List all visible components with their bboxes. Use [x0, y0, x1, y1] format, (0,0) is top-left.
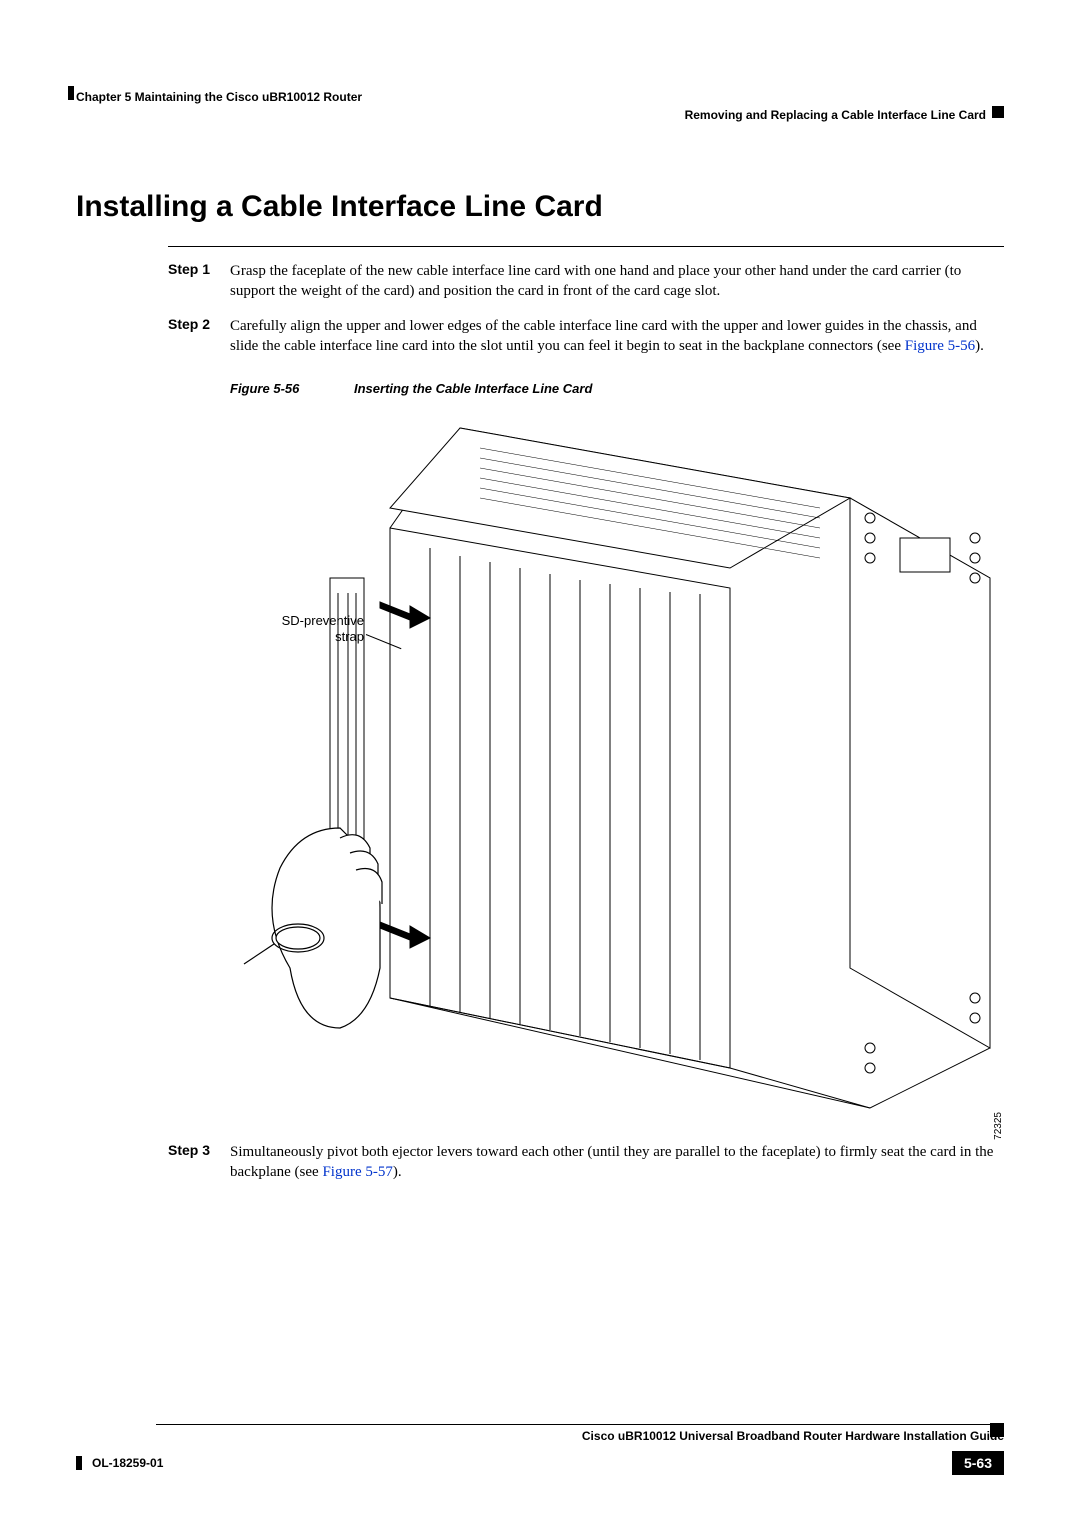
page: Chapter 5 Maintaining the Cisco uBR10012… — [0, 0, 1080, 1527]
figure-side-number: 72325 — [993, 1112, 1004, 1140]
step-label: Step 2 — [168, 316, 230, 357]
footer-guide-title: Cisco uBR10012 Universal Broadband Route… — [76, 1429, 1004, 1443]
step-body: Carefully align the upper and lower edge… — [230, 316, 1004, 357]
section-label: Removing and Replacing a Cable Interface… — [685, 108, 986, 122]
header-square-icon — [992, 106, 1004, 118]
chassis-svg — [230, 408, 1000, 1118]
footer-square-icon — [990, 1423, 1004, 1437]
figure-title: Inserting the Cable Interface Line Card — [354, 381, 592, 396]
step-body: Simultaneously pivot both ejector levers… — [230, 1142, 1004, 1183]
footer-rule — [156, 1424, 1004, 1425]
header-tick-icon — [68, 86, 74, 100]
step-row: Step 3 Simultaneously pivot both ejector… — [168, 1142, 1004, 1183]
figure-illustration: SD-preventive strap 72325 — [230, 408, 1000, 1118]
footer-tick-icon — [76, 1456, 82, 1470]
step-body: Grasp the faceplate of the new cable int… — [230, 261, 1004, 302]
callout-label: SD-preventive strap — [254, 613, 364, 644]
step-text-post: ). — [975, 338, 984, 354]
running-header: Chapter 5 Maintaining the Cisco uBR10012… — [76, 90, 1004, 130]
title-rule — [168, 246, 1004, 247]
page-number-badge: 5-63 — [952, 1451, 1004, 1475]
footer-row: OL-18259-01 5-63 — [76, 1451, 1004, 1475]
step-row: Step 2 Carefully align the upper and low… — [168, 316, 1004, 357]
page-title: Installing a Cable Interface Line Card — [76, 190, 1004, 224]
step-text: Carefully align the upper and lower edge… — [230, 318, 977, 354]
step-row: Step 1 Grasp the faceplate of the new ca… — [168, 261, 1004, 302]
figure-link[interactable]: Figure 5-57 — [322, 1164, 392, 1180]
step-label: Step 1 — [168, 261, 230, 302]
figure-number: Figure 5-56 — [230, 381, 350, 396]
step-text: Grasp the faceplate of the new cable int… — [230, 263, 961, 299]
figure-caption: Figure 5-56 Inserting the Cable Interfac… — [230, 380, 1004, 398]
step-label: Step 3 — [168, 1142, 230, 1183]
doc-id: OL-18259-01 — [92, 1456, 163, 1470]
footer-left: OL-18259-01 — [76, 1454, 163, 1472]
chapter-label: Chapter 5 Maintaining the Cisco uBR10012… — [76, 90, 362, 104]
figure-link[interactable]: Figure 5-56 — [905, 338, 975, 354]
running-footer: Cisco uBR10012 Universal Broadband Route… — [76, 1424, 1004, 1475]
step-text-post: ). — [393, 1164, 402, 1180]
